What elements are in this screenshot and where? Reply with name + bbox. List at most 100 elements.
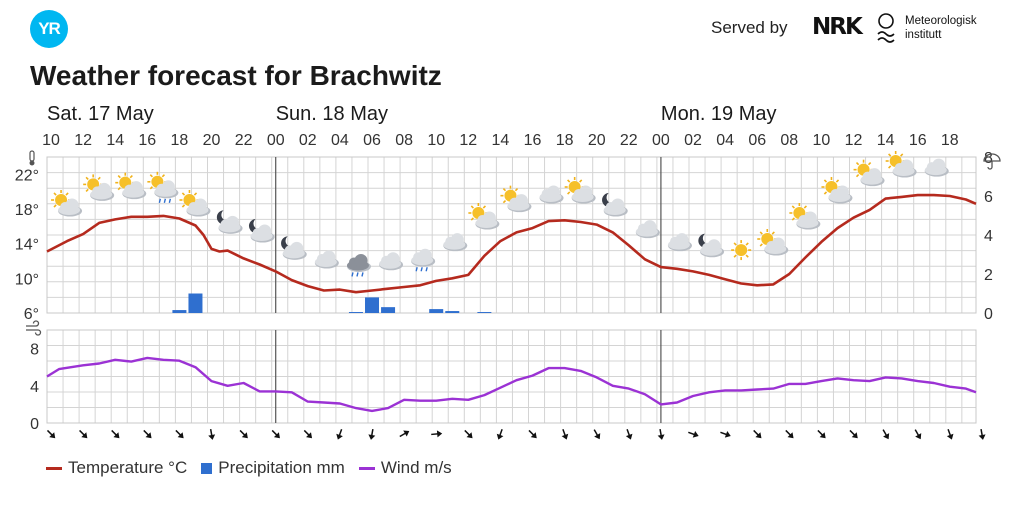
weather-cloud-icon	[667, 233, 692, 252]
wind-direction-arrow	[720, 431, 731, 438]
hour-tick-label: 16	[909, 132, 927, 149]
hour-tick-label: 08	[780, 132, 798, 149]
temperature-line	[46, 193, 977, 294]
precip-tick-label: 0	[984, 306, 993, 323]
wind-direction-arrow	[978, 428, 986, 440]
precip-bar	[477, 312, 492, 313]
temp-tick-label: 18°	[15, 202, 39, 219]
wind-direction-arrow	[817, 429, 826, 439]
weather-sun-cloud-icon	[757, 229, 789, 256]
wind-tick-label: 4	[30, 379, 39, 396]
wind-direction-arrow	[849, 429, 858, 439]
weather-cloud-icon	[379, 252, 404, 271]
weather-sun-cloud-icon	[853, 159, 885, 187]
precip-bar	[188, 293, 203, 313]
hour-tick-label: 20	[588, 132, 606, 149]
hour-tick-label: 10	[42, 132, 60, 149]
weather-cloud-icon	[443, 233, 468, 252]
legend-precipitation: Precipitation mm	[201, 458, 345, 478]
day-label: Sat. 17 May	[47, 103, 154, 125]
forecast-chart: Sat. 17 May Sun. 18 May Mon. 19 May 10 12 14 1…	[15, 103, 1001, 440]
yr-logo-text: YR	[38, 19, 61, 38]
wind-direction-arrow	[79, 429, 88, 439]
precip-bar	[172, 310, 187, 313]
weather-sun-cloud-icon	[83, 174, 115, 201]
wind-tick-label: 8	[30, 342, 39, 359]
weather-sun-cloud-icon	[115, 172, 147, 200]
wind-direction-arrow	[111, 429, 120, 439]
hour-tick-label: 04	[331, 132, 349, 149]
weather-moon-cloud-icon	[248, 219, 275, 243]
legend-precipitation-label: Precipitation mm	[218, 458, 345, 477]
chart-legend: Temperature °C Precipitation mm Wind m/s	[46, 458, 466, 478]
met-institute-icon	[877, 13, 895, 43]
wind-direction-arrow	[496, 429, 504, 440]
wind-tick-label: 0	[30, 416, 39, 433]
legend-wind: Wind m/s	[358, 458, 452, 478]
temp-tick-label: 10°	[15, 271, 39, 288]
weather-sun-cloud-icon	[821, 177, 853, 204]
day-label: Sun. 18 May	[276, 103, 388, 125]
wind-direction-arrow	[625, 429, 633, 440]
hour-tick-label: 12	[459, 132, 477, 149]
wind-direction-arrow	[336, 429, 343, 440]
hour-tick-label: 12	[845, 132, 863, 149]
hour-tick-label: 16	[524, 132, 542, 149]
wind-direction-arrow	[46, 429, 56, 439]
weather-dark-cloud-rain-icon	[346, 253, 371, 277]
hour-tick-label: 10	[813, 132, 831, 149]
temp-tick-label: 6°	[24, 306, 39, 323]
temp-tick-label: 14°	[15, 237, 39, 254]
met-line-2: institutt	[905, 29, 942, 41]
wind-line	[46, 356, 977, 413]
wind-direction-arrow	[785, 429, 794, 439]
served-by-label: Served by	[711, 18, 788, 37]
precip-bar	[445, 311, 460, 313]
temp-panel-border	[46, 156, 977, 314]
hour-tick-label: 20	[203, 132, 221, 149]
hour-tick-label: 22	[620, 132, 638, 149]
weather-moon-cloud-icon	[281, 236, 307, 260]
hour-tick-label: 18	[171, 132, 189, 149]
weather-moon-cloud-icon	[602, 193, 628, 217]
weather-sun-cloud-icon	[51, 190, 83, 217]
hour-tick-label: 10	[427, 132, 445, 149]
hour-tick-label: 06	[363, 132, 381, 149]
hour-tick-label: 08	[395, 132, 413, 149]
precip-tick-label: 6	[984, 189, 993, 206]
yr-logo[interactable]: YR	[30, 10, 68, 48]
weather-sun-cloud-icon	[500, 185, 532, 213]
wind-direction-arrow	[946, 429, 954, 440]
nrk-logo[interactable]: NRK	[812, 14, 863, 40]
hour-tick-label: 12	[74, 132, 92, 149]
wind-direction-arrow	[464, 429, 473, 439]
wind-direction-arrow	[561, 429, 569, 440]
weather-moon-cloud-icon	[698, 233, 725, 258]
wind-icon	[26, 320, 42, 336]
hour-tick-label: 18	[941, 132, 959, 149]
precip-tick-label: 2	[984, 267, 993, 284]
hour-tick-label: 00	[267, 132, 285, 149]
hour-tick-label: 00	[652, 132, 670, 149]
legend-temperature: Temperature °C	[46, 458, 187, 478]
hour-tick-label: 18	[556, 132, 574, 149]
wind-direction-arrow	[593, 429, 601, 440]
weather-sun-cloud-icon	[179, 190, 211, 217]
hour-tick-label: 02	[684, 132, 702, 149]
weather-sun-cloud-icon	[468, 203, 500, 230]
wind-direction-arrow	[753, 429, 762, 439]
weather-cloud-icon	[539, 185, 564, 204]
precip-bar	[365, 297, 380, 313]
precip-bar	[429, 309, 444, 313]
hour-tick-label: 04	[716, 132, 734, 149]
legend-temperature-label: Temperature °C	[68, 458, 188, 477]
weather-moon-cloud-icon	[216, 210, 243, 234]
weather-cloud-rain-icon	[411, 248, 436, 272]
thermometer-icon	[29, 150, 35, 166]
wind-direction-arrow	[271, 429, 280, 439]
wind-direction-arrow	[882, 429, 890, 440]
met-institute-logo[interactable]: Meteorologisk institutt	[905, 14, 977, 42]
wind-direction-arrow	[688, 431, 699, 438]
day-label: Mon. 19 May	[661, 103, 777, 125]
wind-direction-arrow	[528, 429, 537, 439]
